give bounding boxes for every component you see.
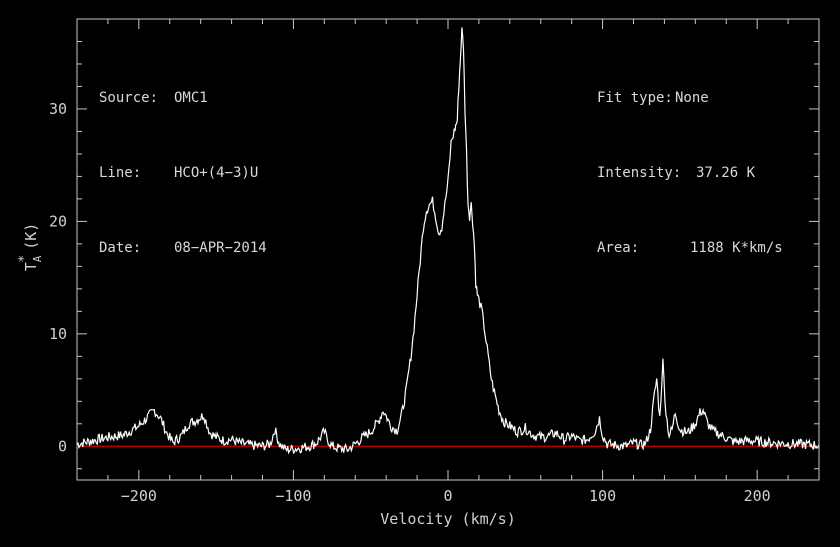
x-axis-label: Velocity (km/s) [380,510,515,528]
source-value: OMC1 [174,90,208,106]
source-label: Source: [99,90,159,106]
y-axis-label: TA* (K) [17,223,44,272]
x-tick-label: 0 [443,487,452,505]
date-label: Date: [99,240,142,256]
date-row: Date: 08−APR−2014 [99,236,267,261]
info-block-right: Fit type: None Intensity: 37.26 K Area: 118… [597,36,783,286]
info-block-left: Source: OMC1 Line: HCO+(4−3)U Date: 08−APR−… [99,36,267,286]
y-tick-label: 20 [49,212,67,230]
intensity-value: 37.26 K [696,165,756,181]
axis-tick-labels: −200 −100 0 100 200 0 10 20 30 [49,100,771,505]
spectrum-series-line [76,27,820,455]
y-tick-label: 0 [58,437,67,455]
y-axis-label-unit: (K) [22,223,40,250]
x-tick-label: 200 [744,487,771,505]
line-value: HCO+(4−3)U [174,165,259,181]
y-axis-label-subscript: A [31,255,44,262]
svg-text:TA*(K): TA* (K) [17,223,44,272]
y-axis-label-main: T [22,262,40,271]
line-row: Line: HCO+(4−3)U [99,161,267,186]
source-row: Source: OMC1 [99,86,267,111]
line-label: Line: [99,165,142,181]
area-label: Area: [597,240,640,256]
x-tick-label: −100 [275,487,311,505]
y-tick-label: 30 [49,100,67,118]
fit-type-row: Fit type: None [597,86,783,111]
x-tick-label: −200 [121,487,157,505]
axis-ticks [76,19,820,480]
area-row: Area: 1188 K*km/s [597,236,783,261]
fit-type-label: Fit type: [597,90,673,106]
fit-type-value: None [675,90,709,106]
y-tick-label: 10 [49,325,67,343]
intensity-label: Intensity: [597,165,682,181]
area-value: 1188 K*km/s [690,240,783,256]
x-tick-label: 100 [589,487,616,505]
date-value: 08−APR−2014 [174,240,267,256]
y-axis-label-superscript: * [17,255,32,263]
intensity-row: Intensity: 37.26 K [597,161,783,186]
